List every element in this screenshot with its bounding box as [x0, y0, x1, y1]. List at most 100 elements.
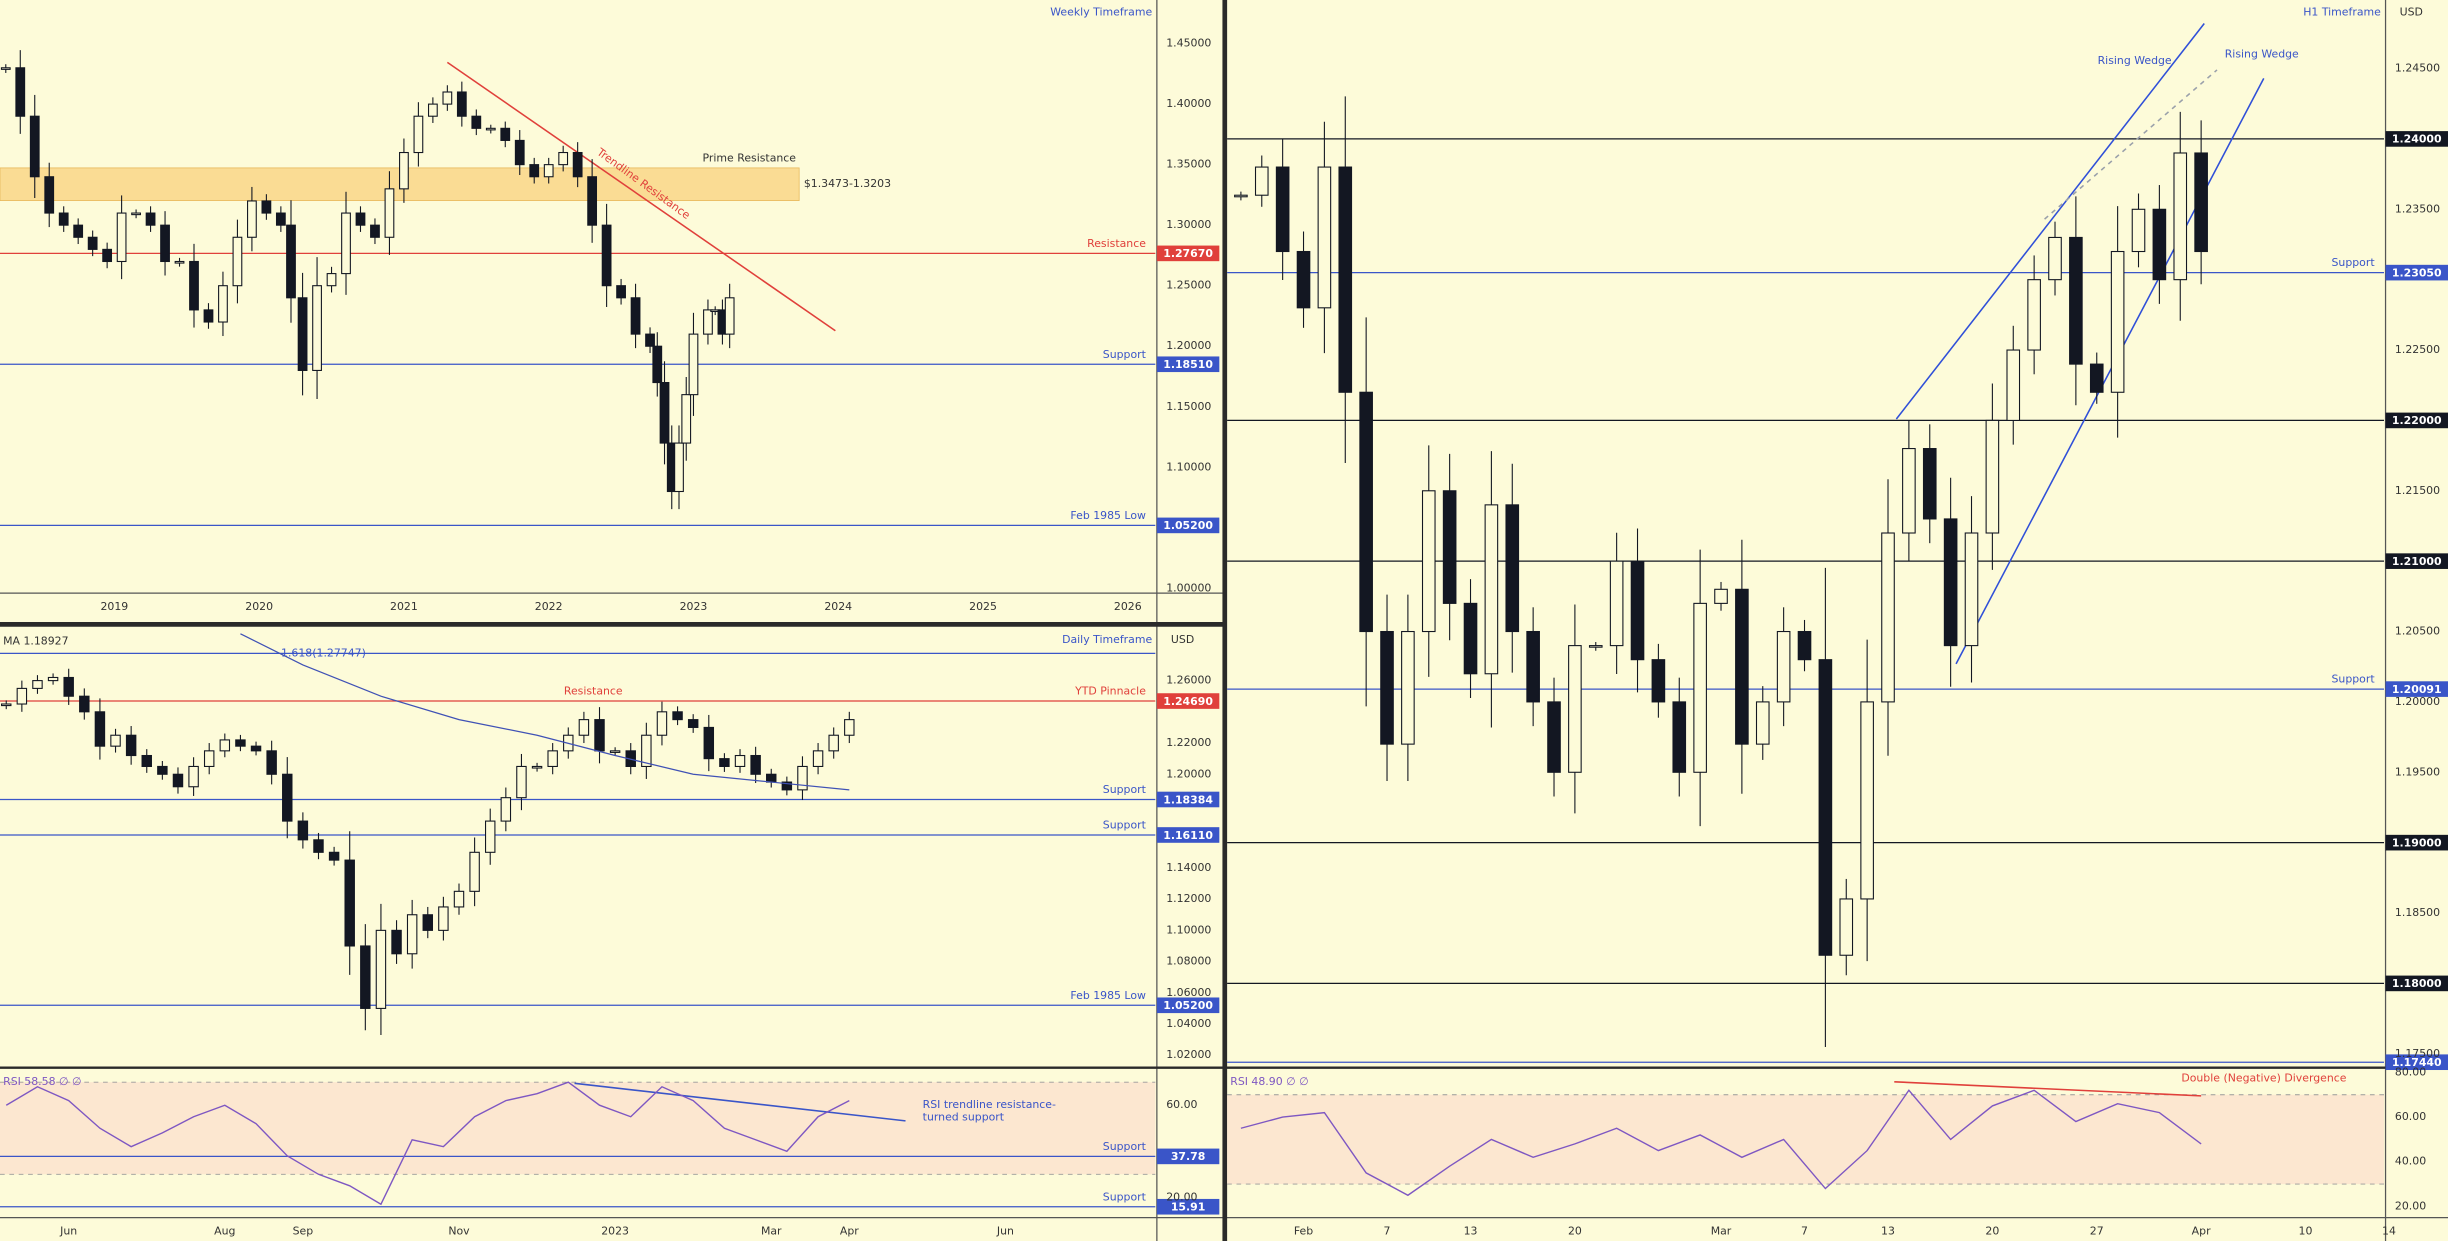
x-tick-label: 27 — [2090, 1225, 2104, 1238]
candle — [1421, 490, 1436, 633]
candle — [674, 442, 684, 493]
level-name: 1.618(1.27747) — [281, 646, 366, 659]
candle — [1296, 250, 1311, 309]
candle — [406, 914, 418, 955]
x-tick-label: 10 — [2299, 1225, 2313, 1238]
candle — [516, 765, 527, 799]
candle — [2027, 279, 2041, 351]
trendline — [1955, 78, 2265, 665]
candle — [275, 212, 286, 226]
candle — [328, 851, 340, 861]
price-box — [1156, 245, 1220, 262]
level-name: Support — [1103, 348, 1147, 361]
candle — [174, 260, 185, 264]
candle — [547, 750, 558, 768]
price-box-label: 15.91 — [1171, 1201, 1206, 1214]
candle — [1380, 630, 1394, 745]
candle — [1651, 659, 1666, 703]
price-box-label: 1.24000 — [2392, 133, 2442, 146]
indicator-name: MA 1.18927 — [3, 635, 68, 648]
candle — [63, 676, 74, 697]
zone-name: Prime Resistance — [703, 152, 797, 165]
y-tick-label: 1.40000 — [1166, 97, 1211, 110]
x-tick-label: Jun — [996, 1225, 1014, 1238]
candle — [58, 212, 69, 226]
price-box-label: 1.23050 — [2392, 266, 2442, 279]
candle — [160, 224, 170, 263]
price-box — [2385, 975, 2448, 992]
candle — [125, 734, 137, 757]
candle — [797, 765, 808, 791]
price-box — [2385, 681, 2448, 697]
candle — [781, 781, 793, 791]
candle — [172, 773, 184, 788]
candle — [44, 176, 55, 214]
x-tick-label: Mar — [761, 1225, 782, 1238]
candle — [29, 115, 40, 178]
candle — [297, 297, 308, 371]
rsi-line — [5, 1081, 850, 1206]
candle — [94, 711, 106, 747]
candle — [659, 381, 670, 444]
candle — [469, 851, 480, 892]
x-tick-label: 7 — [1801, 1225, 1808, 1238]
candle — [652, 345, 663, 384]
rsi-band — [0, 1082, 1156, 1175]
candle — [645, 333, 655, 347]
candle — [1735, 588, 1749, 745]
candle — [250, 745, 262, 752]
candle — [844, 719, 855, 736]
candle — [102, 248, 113, 263]
price-box — [2385, 264, 2448, 281]
candle — [656, 711, 668, 736]
candle — [375, 929, 387, 1009]
candle — [1881, 532, 1895, 703]
candle — [1672, 701, 1687, 773]
x-tick-label: 2021 — [390, 600, 418, 613]
candle — [485, 127, 496, 131]
candle — [1254, 166, 1269, 196]
candle — [601, 224, 612, 287]
candle — [2152, 208, 2167, 281]
y-tick-label: 60.00 — [2395, 1110, 2426, 1123]
annotation: Rising Wedge — [2225, 48, 2299, 61]
candle — [73, 224, 84, 238]
y-tick-label: 1.14000 — [1166, 861, 1211, 874]
candle — [500, 127, 511, 141]
candle — [1797, 630, 1812, 661]
candle — [594, 719, 605, 752]
y-tick-label: 1.26000 — [1166, 674, 1211, 687]
candle — [688, 333, 699, 396]
x-tick-label: Apr — [840, 1225, 859, 1238]
candle — [422, 914, 434, 931]
candle — [572, 151, 583, 178]
candle — [2069, 236, 2083, 365]
y-tick-label: 1.12000 — [1166, 892, 1211, 905]
candle — [131, 212, 141, 216]
y-tick-label: 1.23500 — [2395, 202, 2440, 215]
currency-label: USD — [1171, 633, 1194, 646]
level-name: Support — [1103, 819, 1147, 832]
candle — [145, 212, 156, 226]
y-tick-label: 1.21500 — [2395, 484, 2440, 497]
candle — [766, 773, 777, 783]
trendline — [1895, 23, 2205, 420]
level-name: Support — [1103, 1140, 1147, 1153]
level-name: YTD Pinnacle — [1074, 685, 1146, 698]
candle — [1922, 448, 1937, 520]
annotation: RSI trendline resistance- — [923, 1098, 1056, 1111]
candle — [1547, 701, 1561, 773]
y-tick-label: 1.20500 — [2395, 625, 2440, 638]
x-tick-label: 13 — [1881, 1225, 1895, 1238]
x-tick-label: 2025 — [969, 600, 997, 613]
candle — [1609, 560, 1624, 647]
candle — [1985, 419, 2000, 534]
x-tick-label: Aug — [214, 1225, 235, 1238]
y-tick-label: 1.22500 — [2395, 343, 2440, 356]
candle — [2006, 349, 2021, 421]
candle — [558, 151, 569, 166]
candle — [750, 754, 761, 775]
candle — [286, 224, 296, 299]
candle — [297, 820, 309, 841]
y-tick-label: 1.15000 — [1166, 400, 1211, 413]
